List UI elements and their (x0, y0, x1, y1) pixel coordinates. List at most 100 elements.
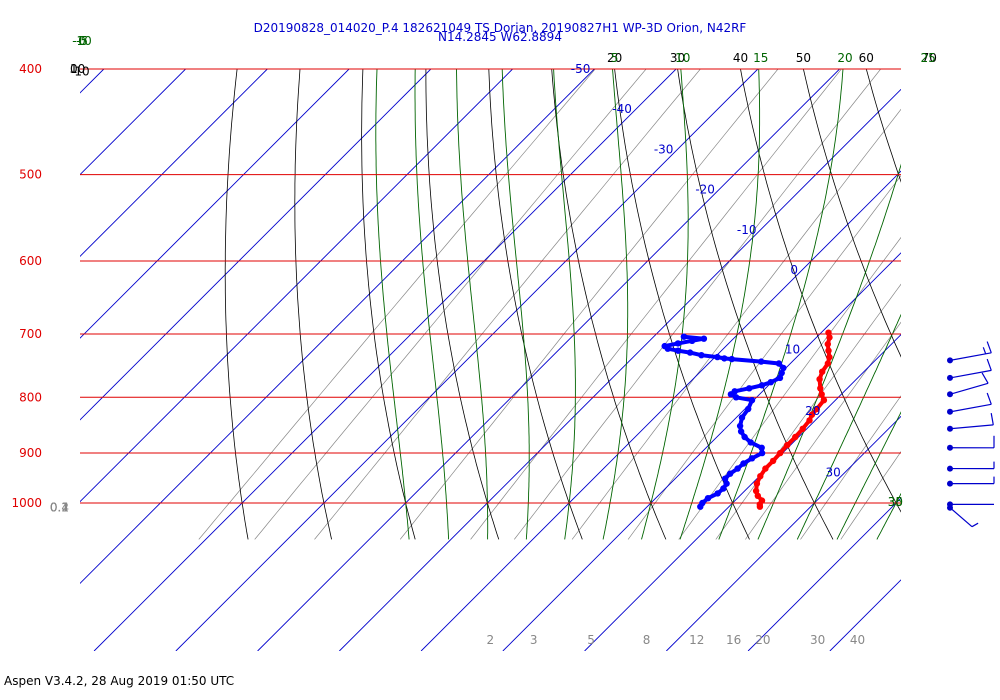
mixing-ratio-label: 16 (726, 633, 741, 647)
moist-adiabat-line (375, 69, 410, 540)
moist-adiabat-line (679, 69, 761, 540)
wind-barb-flag (971, 522, 979, 528)
dewpoint-point (680, 333, 688, 340)
isotherm-line (584, 333, 901, 651)
moist-adiabat-label: 20 (837, 51, 852, 65)
isotherm-label: -10 (737, 223, 757, 237)
dewpoint-point (699, 499, 706, 507)
isotherm-line (175, 69, 759, 651)
wind-barb-dot (947, 444, 953, 451)
isobar-label: 1000 (11, 496, 42, 510)
dewpoint-point (731, 388, 738, 395)
dry-adiabat-label: 0 (70, 62, 78, 76)
wind-barb-staff (949, 352, 992, 361)
dewpoint-point (721, 475, 729, 482)
isotherm-label: 20 (805, 404, 820, 418)
isobar-label: 400 (19, 62, 42, 76)
mixing-ratio-lines (198, 69, 901, 540)
isobar-label: 900 (19, 446, 42, 460)
wind-barb (947, 461, 995, 472)
wind-barb (947, 476, 995, 487)
wind-barb-staff (949, 424, 994, 430)
dry-adiabat-line (224, 69, 249, 540)
dewpoint-point (686, 349, 694, 356)
dewpoint-point (720, 485, 727, 492)
isotherm-label: -30 (654, 142, 674, 156)
wind-barb-flag (986, 341, 992, 354)
moist-adiabat-line (501, 69, 530, 540)
dewpoint-point (776, 374, 784, 382)
temperature-point (769, 457, 777, 465)
dewpoint-point (737, 428, 745, 435)
dewpoint-point (714, 490, 721, 497)
chart-subtitle: N14.2845 W62.8894 (438, 30, 562, 44)
mixing-ratio-line (198, 69, 596, 540)
temperature-point (817, 385, 824, 392)
isobar-label: 700 (19, 327, 42, 341)
wind-barb (947, 412, 994, 432)
dry-adiabat-label: -10 (70, 64, 90, 78)
isotherm-label: 10 (785, 343, 800, 357)
mixing-ratio-line (800, 395, 901, 540)
temperature-point (752, 487, 760, 495)
dry-adiabat-label: 10 (70, 62, 85, 76)
dewpoint-point (700, 335, 708, 342)
dewpoint-point (726, 470, 734, 477)
temperature-point (824, 340, 831, 348)
isotherm-line (257, 69, 840, 651)
wind-barb-staff (949, 369, 992, 379)
wind-barb (947, 435, 995, 451)
temperature-point (826, 353, 833, 361)
dewpoint-point (661, 342, 668, 350)
mixing-ratio-label: 12 (689, 633, 704, 647)
temperature-point (816, 376, 823, 383)
moist-adiabat-line (414, 69, 450, 540)
dewpoint-point (674, 340, 682, 347)
mixing-ratio-label: 8 (643, 633, 651, 647)
mixing-ratio-label: 40 (850, 633, 865, 647)
temperature-line (754, 330, 832, 509)
moist-adiabat-label: 15 (753, 51, 768, 65)
moist-adiabat-line (456, 69, 489, 540)
dry-adiabat-line (361, 69, 416, 540)
wind-barb-flag (986, 358, 992, 371)
temperature-point (820, 397, 828, 404)
dewpoint-point (736, 422, 744, 430)
temperature-point (818, 391, 825, 398)
isotherm-line (80, 69, 105, 94)
isotherm-line (93, 69, 677, 651)
isotherm-line (502, 252, 901, 651)
mixing-ratio-line (745, 321, 901, 540)
wind-barb-dot (947, 408, 953, 415)
moist-adiabat-label: -5 (76, 34, 88, 48)
dry-adiabat-label: 50 (796, 51, 811, 65)
dewpoint-point (758, 358, 765, 365)
isotherm-line (420, 170, 901, 651)
moist-adiabat-label: 35 (888, 495, 903, 509)
footer-text: Aspen V3.4.2, 28 Aug 2019 01:50 UTC (4, 674, 235, 688)
mixing-ratio-line (254, 69, 647, 540)
wind-barb-dot (947, 480, 953, 487)
dewpoint-point (748, 397, 756, 404)
temperature-point (784, 441, 791, 449)
temperature-point (792, 433, 799, 441)
mixing-ratio-line (715, 283, 901, 540)
dewpoint-point (674, 347, 682, 354)
mixing-ratio-label: 5 (587, 633, 595, 647)
wind-barb (947, 372, 989, 398)
isotherm-label: -50 (571, 62, 591, 76)
dewpoint-point (740, 460, 747, 467)
isotherm-line (80, 69, 268, 257)
mixing-ratio-line (399, 69, 779, 540)
isotherm-line (666, 415, 901, 651)
isotherm-line (747, 497, 901, 651)
mixing-ratio-label: 20 (755, 633, 770, 647)
isotherm-label: -20 (695, 183, 715, 197)
dry-adiabat-line (961, 0, 1000, 539)
dry-adiabat-line (551, 69, 667, 540)
wind-barb-dot (947, 391, 953, 398)
dry-adiabat-line (802, 69, 901, 358)
mixing-ratio-label: 30 (810, 633, 825, 647)
dry-adiabat-line (902, 0, 1000, 539)
